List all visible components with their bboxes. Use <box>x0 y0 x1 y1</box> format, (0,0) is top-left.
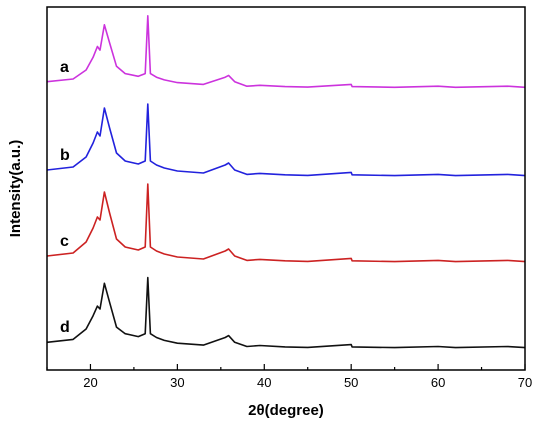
x-tick-label: 30 <box>170 375 184 390</box>
curve-label-d: d <box>60 319 70 336</box>
series-line-c <box>46 183 526 263</box>
curve-labels: a b c d <box>60 59 70 336</box>
curve-label-a: a <box>60 59 69 76</box>
x-axis-title: 2θ(degree) <box>248 402 324 419</box>
series-line-d <box>46 276 526 349</box>
curve-label-b: b <box>60 147 70 164</box>
series-line-a <box>46 15 526 89</box>
curve-label-c: c <box>60 233 69 250</box>
x-tick-label: 40 <box>257 375 271 390</box>
plot-frame <box>46 6 526 371</box>
series-line-b <box>46 103 526 177</box>
x-tick-label: 50 <box>344 375 358 390</box>
x-tick-label: 60 <box>431 375 445 390</box>
plot-lines <box>46 15 526 349</box>
x-tick-label: 20 <box>83 375 97 390</box>
y-axis-title: Intensity(a.u.) <box>7 140 24 238</box>
x-axis-ticks: 20 30 40 50 60 70 <box>46 364 532 390</box>
x-tick-label: 70 <box>518 375 532 390</box>
